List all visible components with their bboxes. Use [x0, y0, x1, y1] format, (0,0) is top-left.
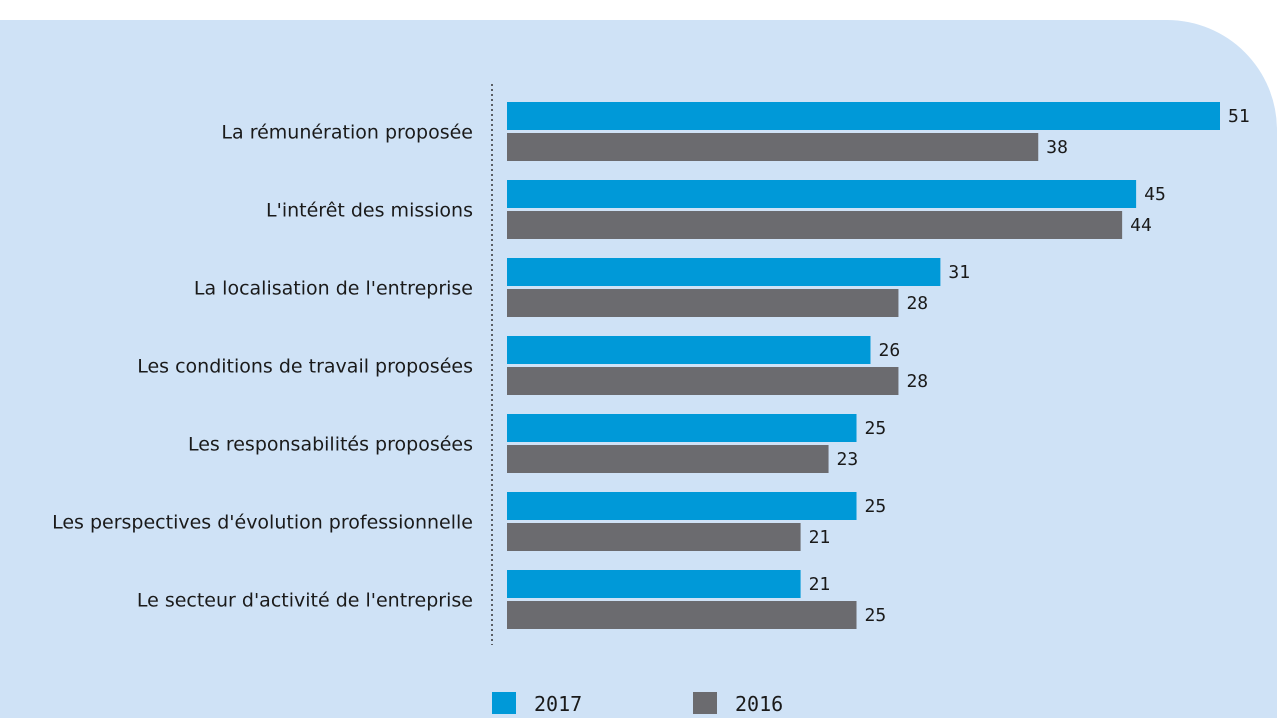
- category-label: Les perspectives d'évolution professionn…: [52, 512, 473, 534]
- data-label: 21: [809, 574, 831, 595]
- data-label: 44: [1130, 215, 1152, 236]
- category-label: La localisation de l'entreprise: [194, 278, 473, 300]
- legend-label-2016: 2016: [735, 692, 783, 716]
- bar-2016: [507, 523, 801, 551]
- legend: 2017 2016: [492, 692, 783, 716]
- bar-2017: [507, 570, 801, 598]
- data-label: 31: [948, 262, 970, 283]
- data-label: 21: [809, 527, 831, 548]
- legend-swatch-2016: [693, 692, 717, 714]
- bar-2017: [507, 414, 857, 442]
- bar-2016: [507, 211, 1123, 239]
- data-label: 45: [1144, 184, 1166, 205]
- bar-2016: [507, 133, 1039, 161]
- data-label: 38: [1046, 137, 1068, 158]
- bar-2016: [507, 289, 899, 317]
- category-label: L'intérêt des missions: [266, 200, 473, 222]
- data-label: 25: [865, 496, 887, 517]
- bar-2017: [507, 180, 1137, 208]
- bar-2017: [507, 258, 941, 286]
- legend-swatch-2017: [492, 692, 516, 714]
- data-label: 28: [906, 293, 928, 314]
- bar-2017: [507, 492, 857, 520]
- bar-2016: [507, 601, 857, 629]
- data-label: 23: [837, 449, 859, 470]
- bar-2017: [507, 336, 871, 364]
- data-label: 26: [878, 340, 900, 361]
- category-label: Le secteur d'activité de l'entreprise: [137, 590, 473, 612]
- category-label: Les responsabilités proposées: [188, 434, 473, 456]
- data-label: 28: [906, 371, 928, 392]
- legend-label-2017: 2017: [534, 692, 582, 716]
- bars-group: La rémunération proposée 51 38 L'intérêt de…: [52, 102, 1250, 629]
- bar-2016: [507, 367, 899, 395]
- data-label: 25: [865, 605, 887, 626]
- category-label: La rémunération proposée: [221, 122, 473, 144]
- bar-2017: [507, 102, 1220, 130]
- data-label: 51: [1228, 106, 1250, 127]
- bar-2016: [507, 445, 829, 473]
- category-label: Les conditions de travail proposées: [137, 356, 473, 378]
- data-label: 25: [865, 418, 887, 439]
